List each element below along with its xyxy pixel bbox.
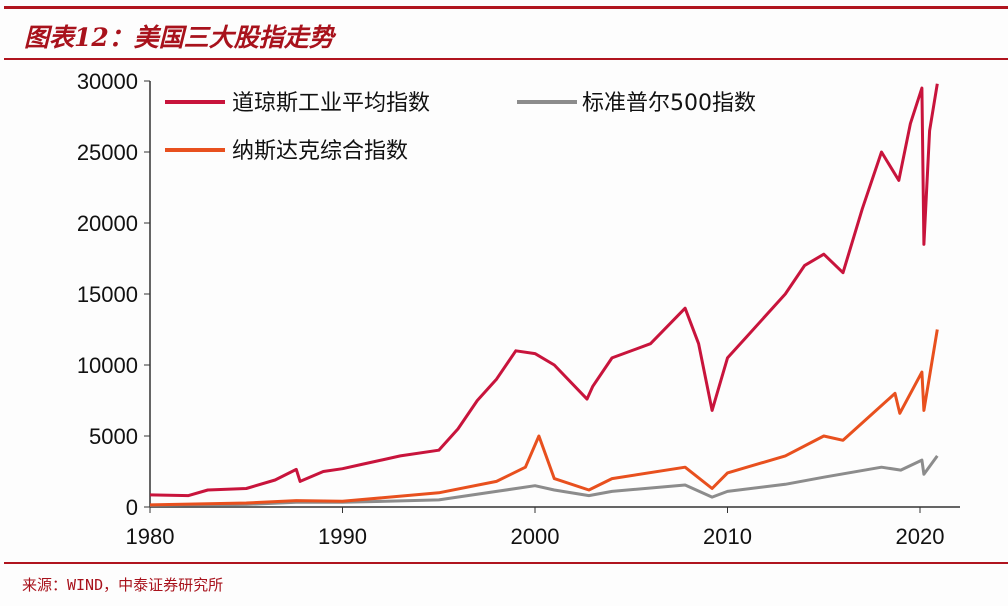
x-tick-label: 2020: [896, 524, 945, 549]
legend-label-nasdaq: 纳斯达克综合指数: [232, 139, 408, 164]
x-tick-label: 1980: [126, 524, 175, 549]
figure-title: 图表12：美国三大股指走势: [24, 23, 334, 52]
x-tick-label: 1990: [318, 524, 367, 549]
title-rule: [4, 58, 1008, 60]
series-line-sp500: [149, 455, 939, 507]
x-tick-label: 2010: [703, 524, 752, 549]
footer-rule: [4, 562, 1008, 564]
x-tick-label: 2000: [511, 524, 560, 549]
y-tick-label: 30000: [77, 69, 138, 94]
y-tick-label: 0: [126, 495, 138, 520]
series-line-nasdaq: [149, 329, 939, 507]
legend-label-dow: 道琼斯工业平均指数: [232, 91, 430, 116]
top-rule: [4, 6, 1008, 9]
y-tick-label: 10000: [77, 353, 138, 378]
legend: 道琼斯工业平均指数 标准普尔500指数 纳斯达克综合指数: [165, 91, 756, 164]
y-tick-label: 5000: [89, 424, 138, 449]
y-tick-label: 15000: [77, 282, 138, 307]
y-tick-label: 20000: [77, 211, 138, 236]
legend-label-sp500: 标准普尔500指数: [582, 91, 756, 116]
y-tick-label: 25000: [77, 140, 138, 165]
series-line-dow: [149, 83, 939, 498]
source-note: 来源：WIND，中泰证券研究所: [22, 576, 224, 594]
